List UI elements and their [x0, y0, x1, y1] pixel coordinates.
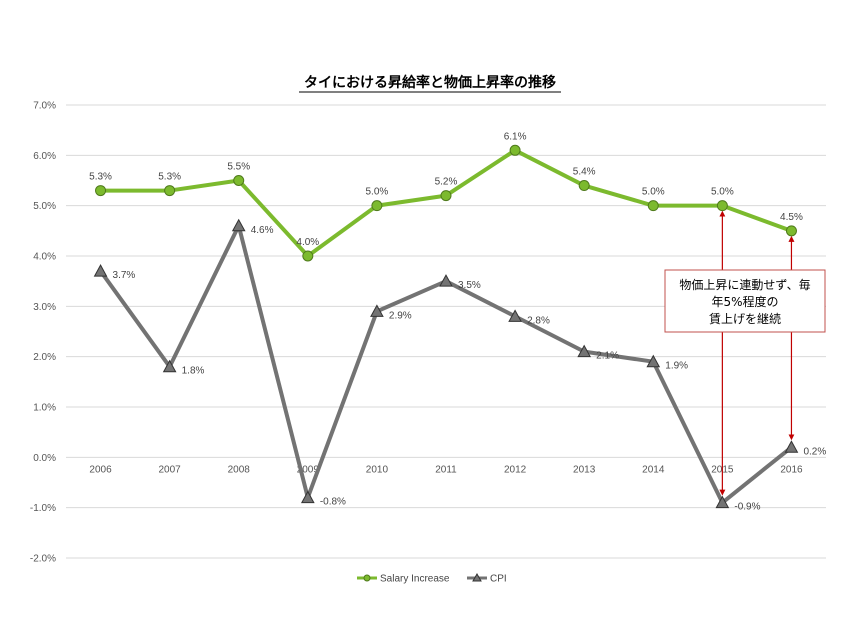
- cpi-point: [370, 304, 384, 317]
- x-tick-label: 2011: [435, 464, 457, 475]
- y-tick-label: 0.0%: [33, 453, 56, 464]
- cpi-point: [439, 274, 453, 287]
- salary-point: [302, 250, 314, 262]
- salary-data-label: 4.0%: [296, 237, 319, 248]
- salary-data-label: 5.4%: [573, 167, 596, 178]
- cpi-point: [162, 359, 177, 373]
- y-tick-label: -2.0%: [30, 554, 56, 565]
- y-tick-label: 5.0%: [33, 201, 56, 212]
- salary-data-label: 5.0%: [711, 187, 734, 198]
- salary-data-label: 5.0%: [366, 187, 389, 198]
- salary-point: [440, 190, 452, 202]
- y-tick-label: 7.0%: [33, 101, 56, 112]
- chart-title: タイにおける昇給率と物価上昇率の推移: [304, 74, 556, 91]
- x-tick-label: 2009: [297, 464, 320, 475]
- cpi-point: [646, 354, 661, 368]
- salary-data-label: 4.5%: [780, 212, 803, 223]
- x-tick-label: 2014: [642, 464, 665, 475]
- annotation-text: 賃上げを継続: [709, 311, 781, 326]
- annotation-box: [664, 269, 826, 333]
- x-tick-label: 2007: [159, 464, 182, 475]
- cpi-data-label: 2.8%: [527, 315, 550, 326]
- cpi-data-label: -0.9%: [734, 502, 760, 513]
- y-tick-label: 1.0%: [33, 403, 56, 414]
- salary-point: [785, 225, 797, 237]
- x-tick-label: 2010: [366, 464, 389, 475]
- y-tick-label: 2.0%: [33, 352, 56, 363]
- salary-point: [578, 180, 590, 192]
- cpi-point: [508, 309, 522, 322]
- x-tick-label: 2012: [504, 464, 527, 475]
- salary-point: [647, 200, 659, 212]
- cpi-data-label: 0.2%: [803, 446, 826, 457]
- salary-point: [164, 185, 176, 197]
- salary-data-label: 5.0%: [642, 187, 665, 198]
- cpi-point: [715, 495, 730, 509]
- x-tick-label: 2006: [89, 464, 112, 475]
- y-tick-label: 6.0%: [33, 151, 56, 162]
- salary-data-label: 5.2%: [435, 177, 458, 188]
- cpi-point: [784, 440, 799, 453]
- cpi-data-label: 2.1%: [596, 351, 619, 362]
- cpi-data-label: 3.7%: [113, 270, 136, 281]
- y-tick-label: 3.0%: [33, 302, 56, 313]
- salary-point: [716, 200, 728, 212]
- legend-marker-triangle: [472, 572, 482, 582]
- cpi-point: [93, 264, 108, 277]
- salary-point: [509, 144, 521, 156]
- annotation-text: 年5%程度の: [711, 294, 778, 309]
- legend-label: Salary Increase: [380, 574, 450, 585]
- cpi-data-label: 2.9%: [389, 310, 412, 321]
- salary-data-label: 5.3%: [89, 172, 112, 183]
- cpi-data-label: 1.8%: [182, 366, 205, 377]
- x-tick-label: 2016: [780, 464, 803, 475]
- annotation-text: 物価上昇に連動せず、毎: [679, 277, 810, 292]
- cpi-data-label: 4.6%: [251, 225, 274, 236]
- cpi-point: [300, 490, 315, 504]
- cpi-data-label: 1.9%: [665, 361, 688, 372]
- x-tick-label: 2013: [573, 464, 596, 475]
- salary-point: [371, 200, 383, 212]
- series-line-salary-increase: [100, 148, 793, 258]
- salary-data-label: 5.5%: [227, 162, 250, 173]
- cpi-point: [577, 344, 592, 358]
- salary-point: [233, 175, 245, 186]
- cpi-point: [231, 218, 246, 232]
- cpi-data-label: -0.8%: [320, 497, 346, 508]
- salary-data-label: 6.1%: [504, 131, 527, 142]
- y-tick-label: 4.0%: [33, 252, 56, 263]
- legend-marker-circle: [363, 574, 371, 582]
- cpi-data-label: 3.5%: [458, 280, 481, 291]
- y-tick-label: -1.0%: [30, 503, 56, 514]
- salary-point: [95, 185, 107, 197]
- x-tick-label: 2008: [228, 464, 251, 475]
- legend-label: CPI: [490, 574, 507, 585]
- salary-data-label: 5.3%: [158, 172, 181, 183]
